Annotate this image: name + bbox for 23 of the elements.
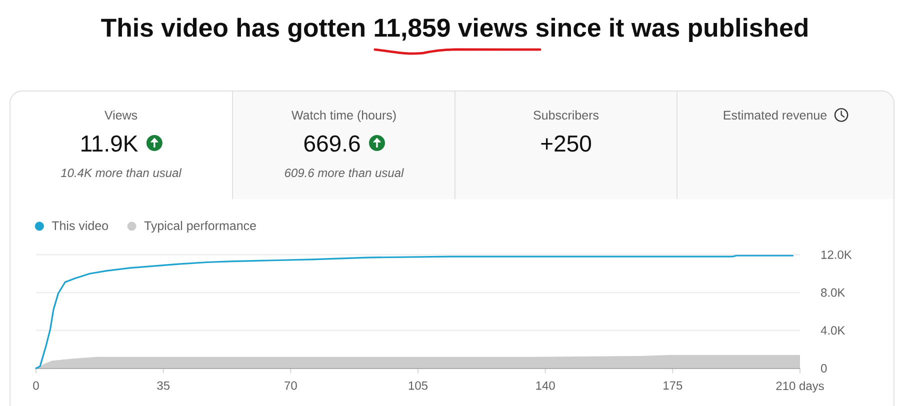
text: +250 [541, 135, 592, 152]
y-tick-label: 4.0K [820, 326, 846, 335]
x-tick-label: 0 [33, 381, 39, 390]
text: 11.9K [82, 135, 138, 152]
text: This video has gotten 11,859 views since it was published [101, 18, 808, 42]
text: 609.6 more than usual [284, 168, 404, 178]
y-tick-label: 8.0K [821, 288, 846, 297]
x-tick-label: 105 [408, 381, 428, 390]
x-tick-label: 175 [664, 381, 682, 390]
legend-label: This video [52, 220, 108, 230]
text: Watch time (hours) [292, 110, 396, 122]
x-tick-label: 35 [157, 381, 170, 390]
text: Estimated revenue [724, 110, 827, 120]
text: 10.4K more than usual [60, 168, 182, 178]
text: Views [104, 110, 138, 120]
x-tick-label: 70 [284, 381, 297, 390]
text: Subscribers [534, 110, 599, 120]
y-tick-label: 0 [821, 364, 827, 373]
x-tick-label: 140 [536, 381, 555, 390]
y-tick-label: 12.0K [821, 250, 852, 259]
text: 669.6 [304, 135, 360, 152]
x-tick-label: 210 days [776, 381, 824, 393]
legend-label: Typical performance [144, 220, 256, 233]
